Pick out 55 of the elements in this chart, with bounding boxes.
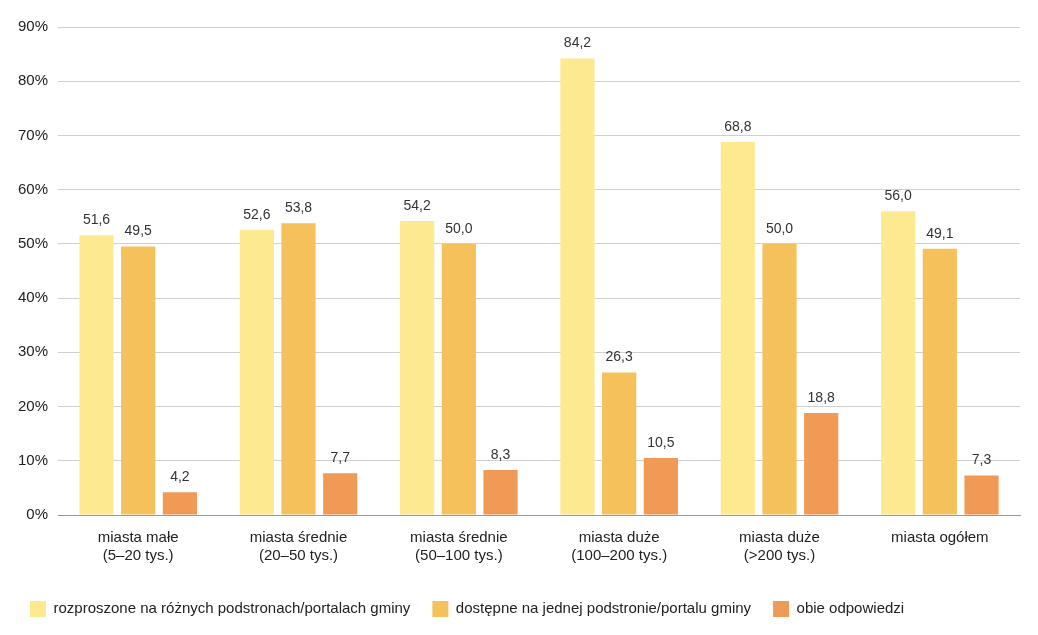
bar	[762, 243, 797, 515]
data-label: 49,1	[926, 224, 954, 241]
legend-label: obie odpowiedzi	[796, 599, 905, 617]
data-label: 54,2	[403, 196, 431, 213]
data-label: 4,2	[170, 468, 190, 485]
data-label: 49,5	[124, 222, 153, 239]
bar	[441, 243, 476, 515]
data-label: 10,5	[647, 433, 675, 450]
bar	[560, 58, 595, 515]
data-label: 7,7	[330, 449, 351, 466]
data-label: 8,3	[490, 445, 511, 462]
y-tick-label: 60%	[17, 179, 49, 197]
data-label: 18,8	[807, 388, 836, 405]
data-label: 26,3	[605, 348, 634, 365]
bar	[922, 248, 957, 515]
data-label: 56,0	[884, 187, 912, 204]
x-tick-label: miasta duże (>200 tys.)	[739, 528, 820, 564]
x-tick-label: miasta średnie (50–100 tys.)	[410, 528, 508, 564]
x-tick-label: miasta średnie (20–50 tys.)	[249, 528, 348, 564]
bar	[121, 246, 156, 515]
y-tick-label: 90%	[17, 17, 49, 35]
data-label: 84,2	[563, 34, 592, 51]
data-label: 50,0	[445, 219, 473, 236]
bar	[804, 413, 839, 515]
bar	[483, 470, 518, 515]
data-label: 68,8	[724, 117, 752, 134]
data-label: 53,8	[284, 199, 313, 216]
y-tick-label: 20%	[17, 396, 49, 414]
data-label: 7,3	[971, 451, 992, 468]
data-label: 52,6	[243, 205, 271, 222]
bar	[400, 221, 435, 515]
y-tick-label: 70%	[17, 125, 49, 143]
bar	[281, 223, 316, 515]
y-tick-label: 40%	[17, 288, 49, 306]
legend-label: rozproszone na różnych podstronach/portalach gminy	[53, 599, 411, 617]
y-tick-label: 10%	[17, 450, 49, 468]
bar	[964, 475, 999, 515]
y-tick-label: 30%	[17, 342, 49, 360]
y-tick-label: 0%	[26, 505, 49, 523]
bar	[720, 141, 755, 515]
bar	[79, 235, 114, 515]
bar	[323, 473, 358, 515]
y-tick-label: 50%	[17, 234, 49, 252]
y-tick-label: 80%	[17, 71, 49, 89]
x-tick-label: miasta ogółem	[891, 528, 989, 546]
bar	[162, 492, 197, 515]
legend-label: dostępne na jednej podstronie/portalu gminy	[455, 599, 752, 617]
x-tick-label: miasta małe (5–20 tys.)	[97, 528, 179, 564]
data-label: 51,6	[82, 211, 111, 228]
bar	[239, 229, 274, 515]
data-label: 50,0	[765, 219, 794, 236]
x-tick-label: miasta duże (100–200 tys.)	[571, 528, 668, 564]
bar	[881, 211, 916, 515]
bar	[643, 458, 678, 515]
bar	[602, 372, 637, 515]
